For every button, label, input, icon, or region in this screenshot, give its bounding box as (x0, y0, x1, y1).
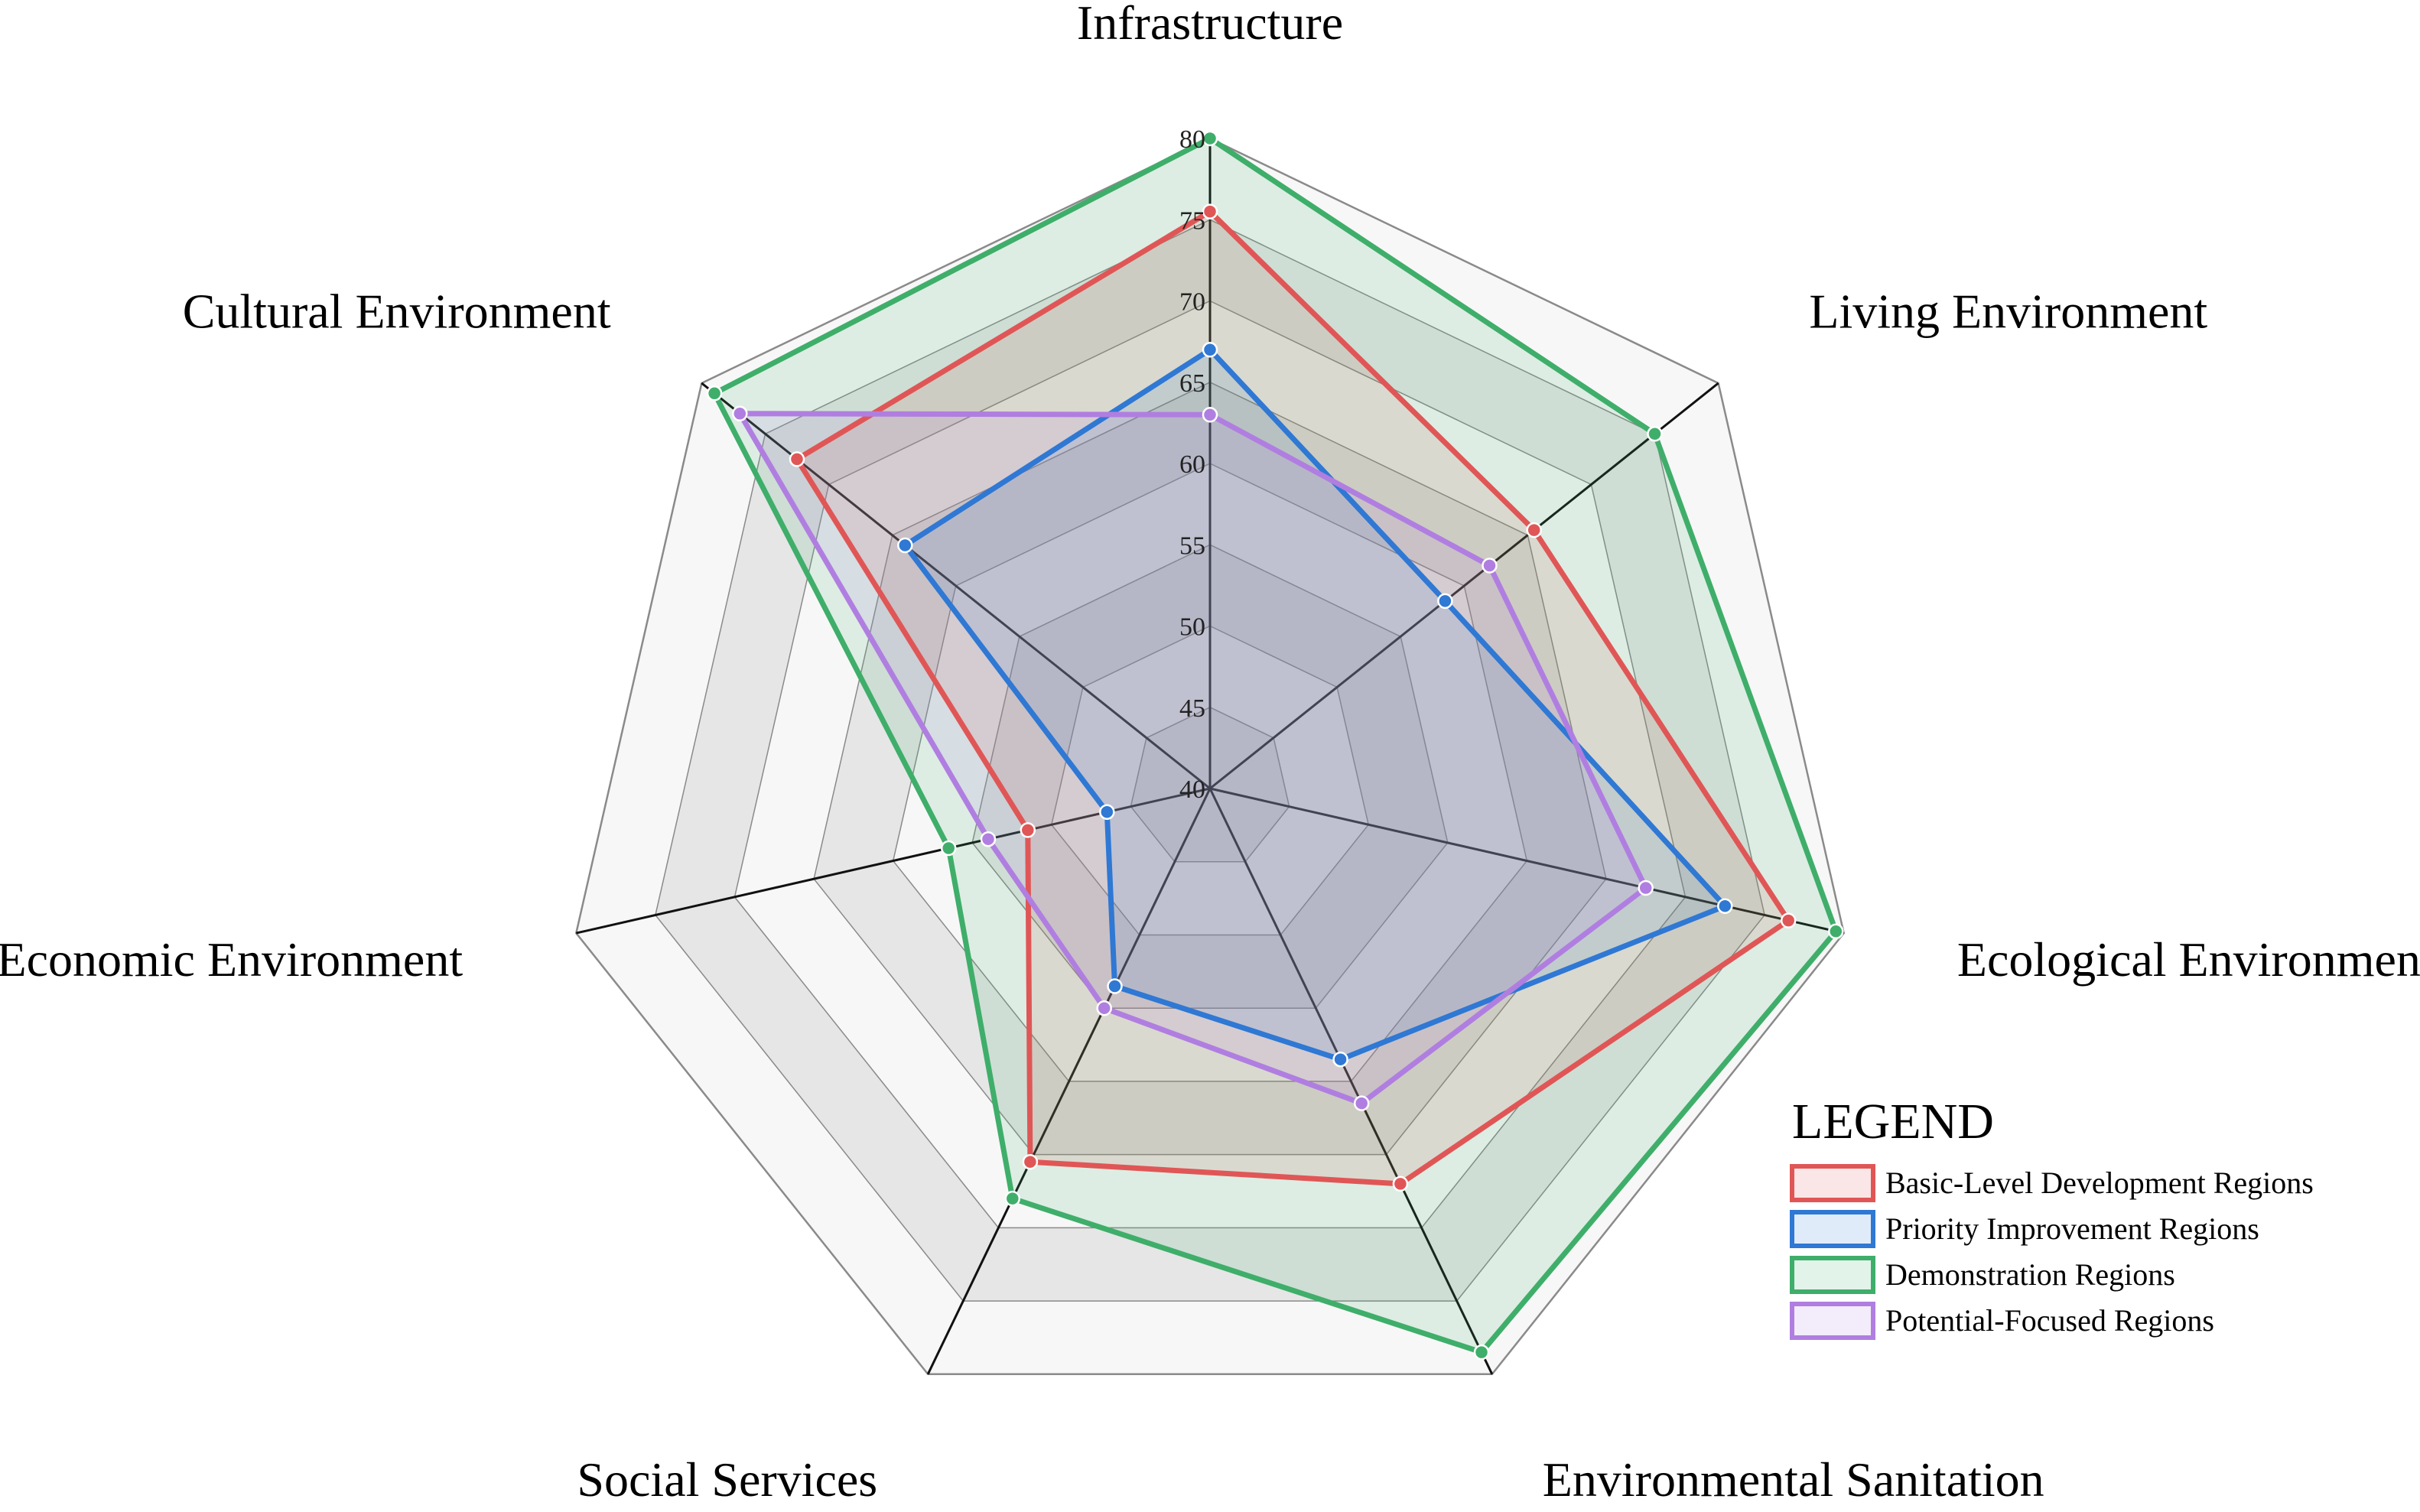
legend-swatch-basic-level (1790, 1164, 1875, 1202)
tick-label-80: 80 (1179, 125, 1205, 154)
point-priority-improvement-regions-cultural-environment[interactable] (897, 537, 913, 554)
point-demonstration-regions-infrastructure[interactable] (1202, 130, 1218, 147)
axis-label-environmental-sanitation: Environmental Sanitation (1543, 1452, 2044, 1507)
series-line-basic-level-development-regions (794, 209, 1791, 1187)
point-potential-focused-regions-economic-environment[interactable] (980, 831, 997, 847)
series-line-demonstration-regions (711, 135, 1839, 1355)
legend-item-basic-level[interactable]: Basic-Level Development Regions (1790, 1164, 2314, 1202)
point-priority-improvement-regions-social-services[interactable] (1107, 978, 1123, 994)
legend-label-potential-focused: Potential-Focused Regions (1885, 1303, 2214, 1338)
tick-label-50: 50 (1179, 613, 1205, 642)
spoke-environmental-sanitation (1208, 788, 1494, 1375)
tick-label-40: 40 (1179, 776, 1205, 804)
spoke-living-environment (1209, 382, 1719, 790)
spoke-cultural-environment (701, 382, 1211, 790)
point-basic-level-development-regions-ecological-environment[interactable] (1780, 912, 1797, 928)
point-potential-focused-regions-cultural-environment[interactable] (732, 405, 748, 422)
legend-swatch-priority-improvement (1790, 1210, 1875, 1248)
series-line-potential-focused-regions (737, 411, 1649, 1107)
tick-label-45: 45 (1179, 694, 1205, 723)
legend-swatch-potential-focused (1790, 1302, 1875, 1340)
series-line-priority-improvement-regions (902, 346, 1728, 1062)
point-demonstration-regions-living-environment[interactable] (1647, 426, 1663, 442)
point-demonstration-regions-ecological-environment[interactable] (1828, 923, 1844, 940)
legend: LEGEND Basic-Level Development Regions P… (1790, 1094, 2314, 1340)
tick-label-65: 65 (1179, 369, 1205, 398)
legend-label-basic-level: Basic-Level Development Regions (1885, 1166, 2314, 1200)
point-demonstration-regions-cultural-environment[interactable] (706, 385, 723, 402)
point-demonstration-regions-economic-environment[interactable] (940, 840, 957, 857)
point-potential-focused-regions-ecological-environment[interactable] (1638, 880, 1654, 896)
tick-label-70: 70 (1179, 288, 1205, 317)
point-basic-level-development-regions-environmental-sanitation[interactable] (1392, 1175, 1409, 1192)
radial-tick-labels: 40 45 50 55 60 65 70 75 80 (1179, 125, 1205, 804)
legend-swatch-demonstration (1790, 1256, 1875, 1294)
point-potential-focused-regions-infrastructure[interactable] (1202, 407, 1218, 423)
axis-label-ecological-environment: Ecological Environment (1957, 932, 2420, 987)
series-fill-potential-focused-regions (740, 413, 1646, 1104)
point-basic-level-development-regions-economic-environment[interactable] (1020, 822, 1036, 838)
spoke-ecological-environment (1209, 787, 1845, 935)
series-fill-priority-improvement-regions (905, 350, 1726, 1060)
legend-label-priority-improvement: Priority Improvement Regions (1885, 1211, 2259, 1246)
spoke-social-services (926, 788, 1212, 1375)
legend-title: LEGEND (1792, 1094, 1994, 1149)
point-basic-level-development-regions-living-environment[interactable] (1526, 522, 1542, 538)
tick-label-55: 55 (1179, 532, 1205, 560)
legend-item-potential-focused[interactable]: Potential-Focused Regions (1790, 1302, 2214, 1340)
axis-label-social-services: Social Services (577, 1452, 877, 1507)
tick-label-60: 60 (1179, 450, 1205, 479)
axis-label-living-environment: Living Environment (1809, 284, 2207, 338)
point-potential-focused-regions-social-services[interactable] (1096, 1000, 1112, 1016)
point-basic-level-development-regions-cultural-environment[interactable] (789, 451, 805, 467)
legend-item-priority-improvement[interactable]: Priority Improvement Regions (1790, 1210, 2259, 1248)
axis-label-infrastructure: Infrastructure (1077, 0, 1343, 50)
series-fill-demonstration-regions (714, 138, 1836, 1353)
point-priority-improvement-regions-living-environment[interactable] (1437, 593, 1453, 610)
axis-label-economic-environment: Economic Environment (0, 932, 463, 987)
point-priority-improvement-regions-economic-environment[interactable] (1099, 804, 1115, 820)
legend-item-demonstration[interactable]: Demonstration Regions (1790, 1256, 2175, 1294)
point-potential-focused-regions-living-environment[interactable] (1482, 558, 1498, 574)
point-basic-level-development-regions-infrastructure[interactable] (1202, 203, 1218, 219)
point-basic-level-development-regions-social-services[interactable] (1022, 1153, 1039, 1170)
radar-series (706, 130, 1844, 1361)
axis-label-cultural-environment: Cultural Environment (183, 284, 611, 338)
point-demonstration-regions-social-services[interactable] (1004, 1190, 1021, 1207)
point-priority-improvement-regions-ecological-environment[interactable] (1717, 898, 1733, 914)
tick-label-75: 75 (1179, 206, 1205, 235)
point-demonstration-regions-environmental-sanitation[interactable] (1473, 1344, 1490, 1361)
point-priority-improvement-regions-infrastructure[interactable] (1202, 342, 1218, 358)
legend-label-demonstration: Demonstration Regions (1885, 1257, 2175, 1292)
point-priority-improvement-regions-environmental-sanitation[interactable] (1332, 1051, 1348, 1068)
point-potential-focused-regions-environmental-sanitation[interactable] (1353, 1095, 1370, 1111)
